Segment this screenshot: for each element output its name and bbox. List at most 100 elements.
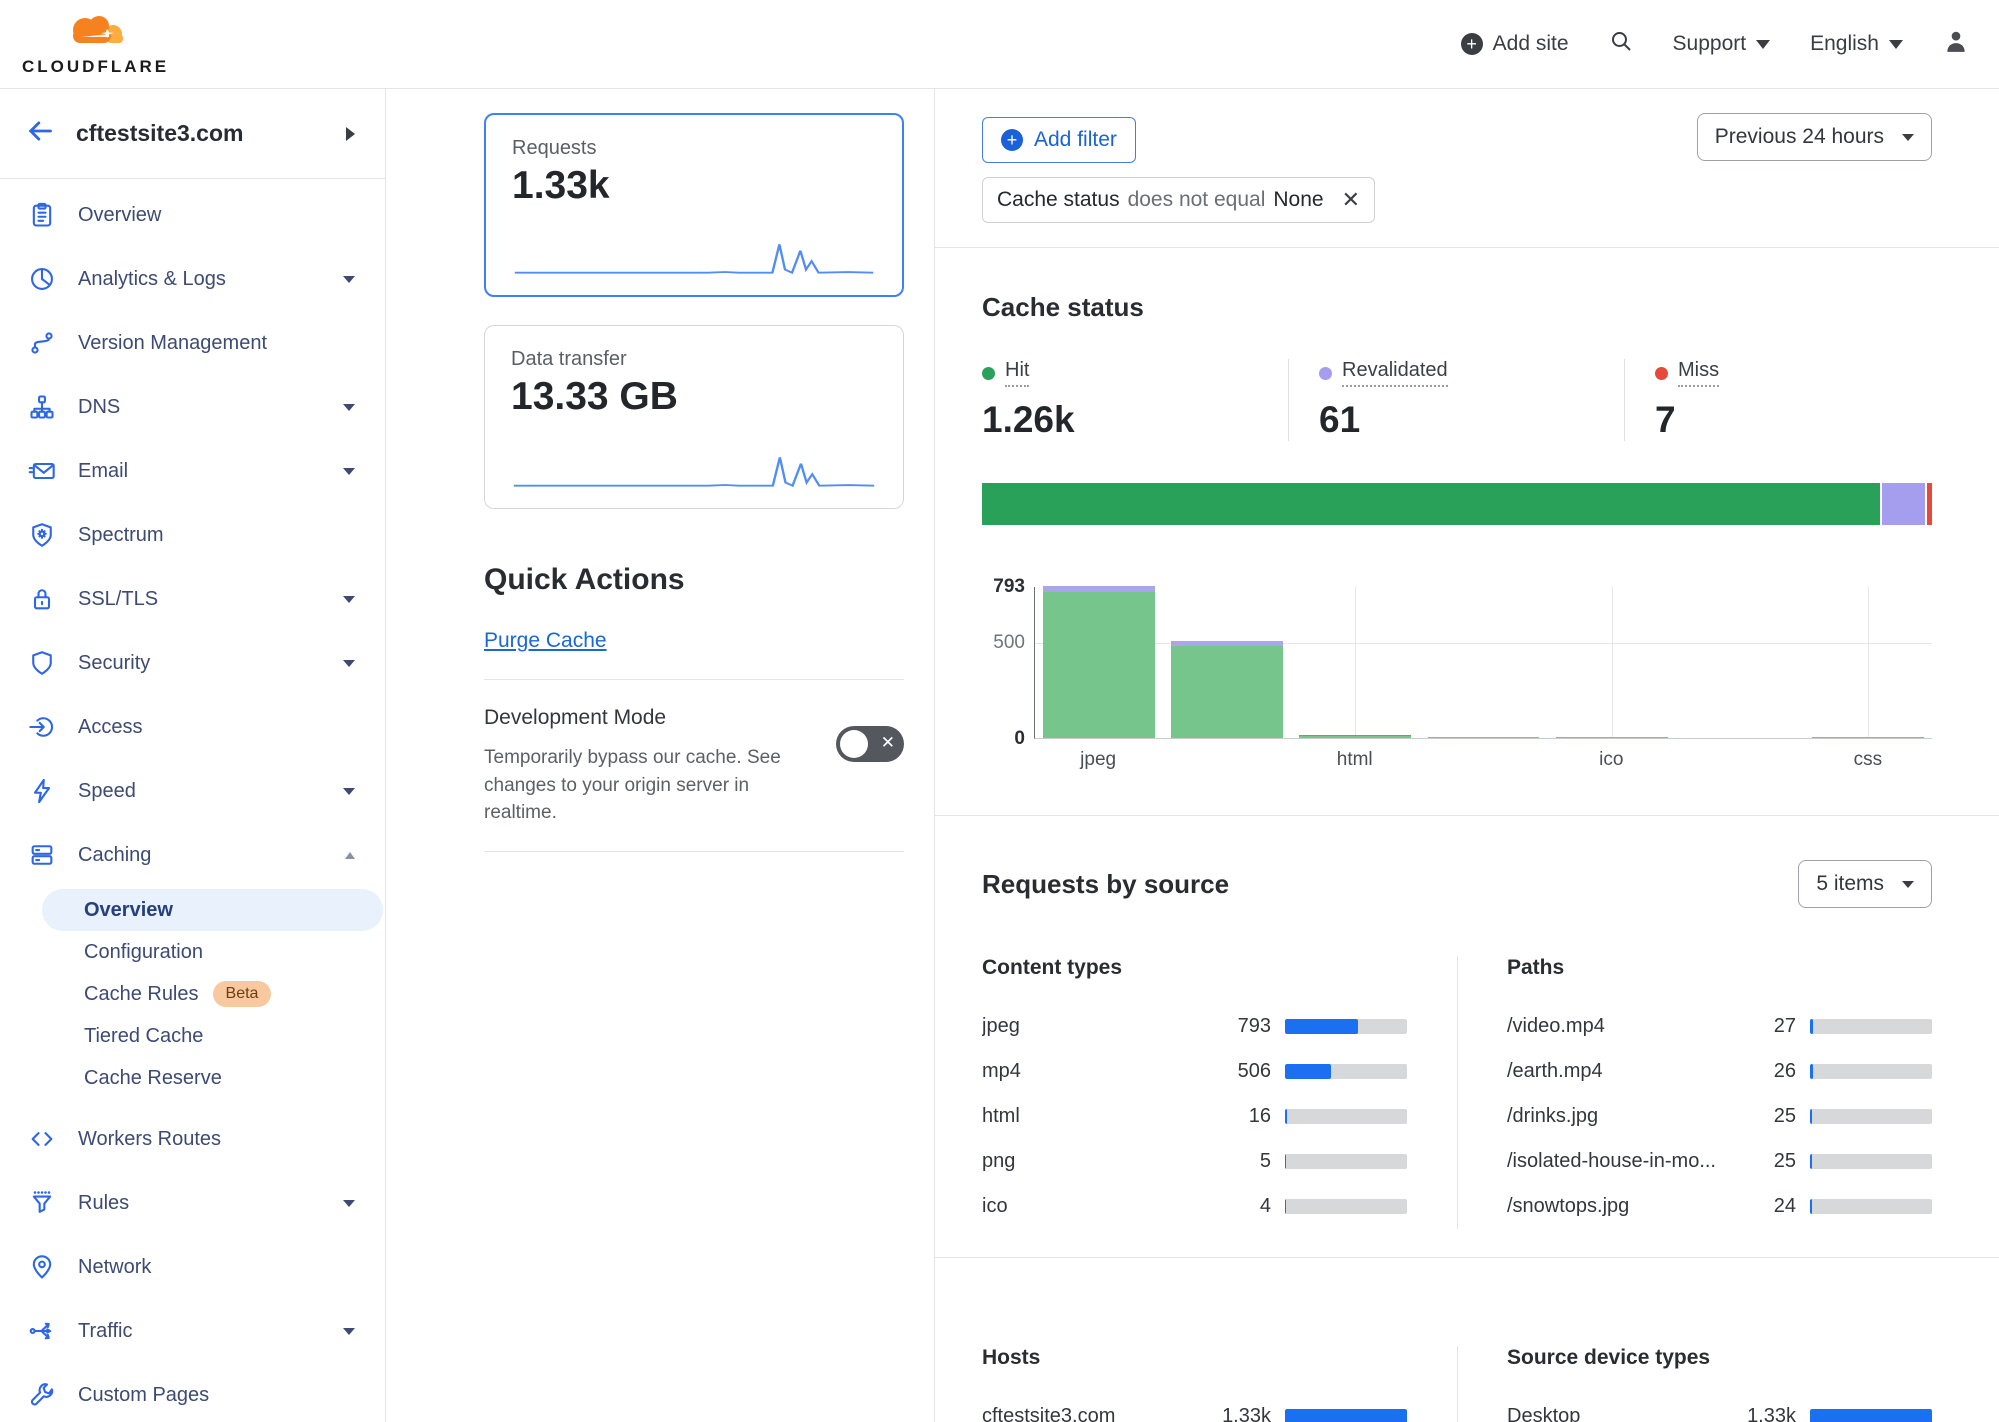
data-transfer-card[interactable]: Data transfer 13.33 GB xyxy=(484,325,904,509)
sidebar-subitem-tiered-cache[interactable]: Tiered Cache xyxy=(84,1024,204,1047)
cloudflare-logo[interactable]: CLOUDFLARE xyxy=(22,12,169,77)
sidebar-item-custom-pages[interactable]: Custom Pages xyxy=(0,1363,385,1422)
sidebar-subitem-configuration[interactable]: Configuration xyxy=(84,940,203,963)
list-item: /earth.mp4 26 xyxy=(1507,1049,1932,1094)
user-menu[interactable] xyxy=(1943,28,1969,60)
top-header: CLOUDFLARE + Add site Support English xyxy=(0,0,1999,88)
rules-icon xyxy=(28,1189,56,1217)
requests-card[interactable]: Requests 1.33k xyxy=(484,113,904,297)
chevron-down-icon xyxy=(1756,39,1771,49)
sidebar-item-caching[interactable]: Caching xyxy=(0,823,385,887)
cache-status-title: Cache status xyxy=(982,292,1144,322)
chevron-down-icon xyxy=(1902,880,1914,888)
top-nav: + Add site Support English xyxy=(1460,28,1969,60)
list-item: ico 4 xyxy=(982,1184,1407,1229)
site-switcher: cftestsite3.com xyxy=(0,89,385,179)
sidebar-item-overview[interactable]: Overview xyxy=(0,183,385,247)
bar-segment-hit xyxy=(1299,736,1412,738)
items-count-select[interactable]: 5 items xyxy=(1798,860,1932,908)
search-button[interactable] xyxy=(1609,29,1633,59)
divider xyxy=(484,679,904,680)
sidebar-item-spectrum[interactable]: Spectrum xyxy=(0,503,385,567)
chevron-down-icon xyxy=(343,1199,355,1207)
purge-cache-link[interactable]: Purge Cache xyxy=(484,629,607,652)
value-bar xyxy=(1810,1154,1932,1169)
bar-mp4 xyxy=(1171,641,1284,738)
value-bar xyxy=(1810,1019,1932,1034)
x-axis-label: jpeg xyxy=(1080,749,1117,770)
email-icon xyxy=(28,457,56,485)
paths-list: Paths /video.mp4 27 /earth.mp4 26 /drink… xyxy=(1457,956,1932,1229)
search-icon xyxy=(1609,29,1633,59)
stat-label[interactable]: Revalidated xyxy=(1342,359,1448,387)
summary-column: Requests 1.33k Data transfer 13.33 GB Qu… xyxy=(386,89,935,1422)
bar-css xyxy=(1811,737,1924,738)
value-bar xyxy=(1810,1199,1932,1214)
add-filter-button[interactable]: + Add filter xyxy=(982,117,1136,163)
stat-hit: Hit 1.26k xyxy=(982,359,1288,441)
custom-pages-icon xyxy=(28,1381,56,1409)
cache-status-section: Cache status Hit 1.26k Revalidated 61 Mi… xyxy=(982,248,1932,779)
sidebar-item-analytics-logs[interactable]: Analytics & Logs xyxy=(0,247,385,311)
caching-icon xyxy=(28,841,56,869)
bar-png xyxy=(1427,737,1540,738)
remove-filter-icon[interactable]: ✕ xyxy=(1341,187,1361,212)
requests-label: Requests xyxy=(512,137,597,159)
toggle-off-x-icon: ✕ xyxy=(880,733,895,752)
back-arrow-icon[interactable] xyxy=(26,117,54,150)
development-mode-block: Development Mode Temporarily bypass our … xyxy=(484,706,904,827)
bar-segment-hit xyxy=(1427,737,1540,738)
add-site-button[interactable]: + Add site xyxy=(1460,32,1569,56)
chevron-down-icon xyxy=(343,595,355,603)
hosts-devices-section: Hosts cftestsite3.com 1.33k Source devic… xyxy=(982,1306,1932,1422)
sidebar-item-email[interactable]: Email xyxy=(0,439,385,503)
chevron-down-icon xyxy=(343,659,355,667)
sidebar-item-security[interactable]: Security xyxy=(0,631,385,695)
bar-jpeg xyxy=(1043,586,1156,738)
sidebar-item-access[interactable]: Access xyxy=(0,695,385,759)
x-axis-label: ico xyxy=(1599,749,1624,770)
sidebar-item-version-management[interactable]: Version Management xyxy=(0,311,385,375)
sidebar-item-traffic[interactable]: Traffic xyxy=(0,1299,385,1363)
chevron-right-icon[interactable] xyxy=(346,126,355,141)
support-menu[interactable]: Support xyxy=(1673,32,1771,56)
sidebar-item-dns[interactable]: DNS xyxy=(0,375,385,439)
device-types-list: Source device types Desktop 1.33k xyxy=(1457,1346,1932,1422)
hit-dot-icon xyxy=(982,366,995,380)
stat-label[interactable]: Hit xyxy=(1005,359,1030,387)
sidebar-subitem-cache-rules[interactable]: Cache Rules Beta xyxy=(0,973,385,1015)
sidebar-item-network[interactable]: Network xyxy=(0,1235,385,1299)
value-bar xyxy=(1810,1409,1932,1422)
value-bar xyxy=(1285,1064,1407,1079)
sidebar-subitem-cache-reserve[interactable]: Cache Reserve xyxy=(84,1066,222,1089)
time-range-select[interactable]: Previous 24 hours xyxy=(1696,113,1932,161)
development-mode-toggle[interactable]: ✕ xyxy=(836,726,904,762)
list-item: /isolated-house-in-mo... 25 xyxy=(1507,1139,1932,1184)
stat-value: 1.26k xyxy=(982,399,1075,440)
gridline xyxy=(1035,643,1932,645)
sidebar-subitem-overview[interactable]: Overview xyxy=(42,889,383,931)
chevron-down-icon xyxy=(343,467,355,475)
filter-chip[interactable]: Cache status does not equal None ✕ xyxy=(982,177,1376,223)
gridline xyxy=(1867,587,1869,738)
stat-label[interactable]: Miss xyxy=(1678,359,1720,387)
user-icon xyxy=(1943,28,1969,60)
toggle-knob xyxy=(840,730,868,758)
development-mode-title: Development Mode xyxy=(484,706,667,729)
device-types-title: Source device types xyxy=(1507,1346,1711,1369)
value-bar xyxy=(1285,1199,1407,1214)
analytics-icon xyxy=(28,265,56,293)
requests-by-source-title: Requests by source xyxy=(982,868,1230,899)
sidebar-item-workers-routes[interactable]: Workers Routes xyxy=(0,1107,385,1171)
stat-value: 7 xyxy=(1655,399,1676,440)
traffic-icon xyxy=(28,1317,56,1345)
list-item: cftestsite3.com 1.33k xyxy=(982,1394,1407,1422)
sidebar-item-speed[interactable]: Speed xyxy=(0,759,385,823)
sidebar-item-rules[interactable]: Rules xyxy=(0,1171,385,1235)
value-bar xyxy=(1810,1064,1932,1079)
bar-segment-revalidated xyxy=(1171,641,1284,646)
language-menu[interactable]: English xyxy=(1810,32,1903,56)
gridline xyxy=(1611,587,1613,738)
sidebar-item-ssl-tls[interactable]: SSL/TLS xyxy=(0,567,385,631)
x-axis-label: css xyxy=(1853,749,1883,770)
